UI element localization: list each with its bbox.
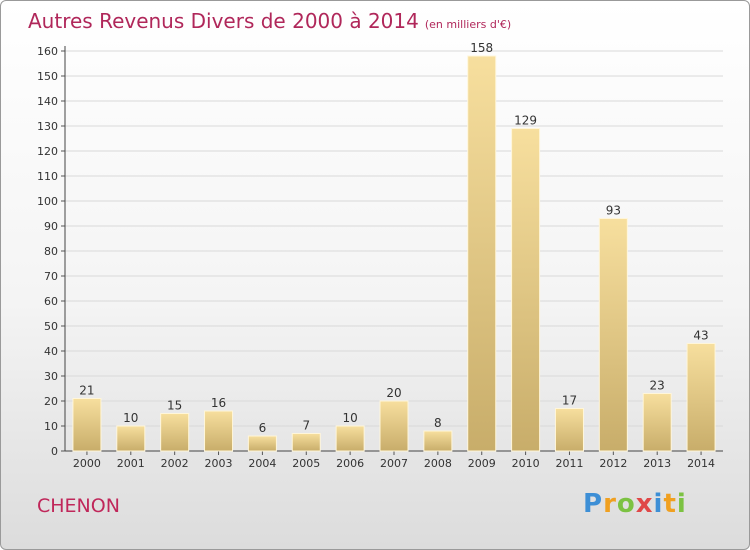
x-tick-label: 2002 (161, 457, 189, 470)
bar (511, 128, 541, 452)
bar-value-label: 158 (470, 41, 493, 55)
chart-title-text: Autres Revenus Divers de 2000 à 2014 (28, 9, 419, 33)
y-tick-label: 20 (44, 395, 58, 408)
bar (379, 400, 409, 452)
logo-letter: o (616, 489, 636, 519)
axes: 0 10 20 30 40 50 60 70 80 90 100 110 120 130 140 150 160… (37, 45, 723, 470)
y-tick-label: 80 (44, 245, 58, 258)
bar (598, 218, 628, 452)
bar-value-label: 8 (434, 416, 442, 430)
bar-value-label: 129 (514, 114, 537, 128)
bar-value-label: 10 (342, 411, 357, 425)
bar-value-label: 15 (167, 399, 182, 413)
bar-value-label: 16 (211, 396, 226, 410)
y-tick-label: 120 (37, 145, 58, 158)
x-tick-label: 2004 (248, 457, 276, 470)
y-tick-label: 100 (37, 195, 58, 208)
bar (204, 410, 234, 452)
bar-value-label: 7 (302, 419, 310, 433)
x-tick-label: 2006 (336, 457, 364, 470)
y-tick-label: 60 (44, 295, 58, 308)
y-tick-label: 110 (37, 170, 58, 183)
logo-letter: i (676, 489, 687, 519)
chart-title: Autres Revenus Divers de 2000 à 2014 (en … (28, 9, 511, 33)
x-tick-label: 2010 (512, 457, 540, 470)
bar (160, 413, 190, 452)
x-tick-label: 2014 (687, 457, 715, 470)
x-tick-label: 2008 (424, 457, 452, 470)
x-tick-label: 2003 (205, 457, 233, 470)
bar (686, 343, 716, 452)
bar-value-label: 17 (562, 394, 577, 408)
bar-value-label: 93 (606, 204, 621, 218)
bar (116, 425, 146, 452)
bar (291, 433, 321, 452)
x-tick-label: 2009 (468, 457, 496, 470)
x-tick-label: 2000 (73, 457, 101, 470)
x-tick-label: 2011 (555, 457, 583, 470)
y-tick-label: 90 (44, 220, 58, 233)
bar (554, 408, 584, 452)
y-tick-label: 130 (37, 120, 58, 133)
bar (247, 435, 277, 452)
proxiti-logo: Proxiti (583, 489, 687, 519)
y-tick-label: 0 (51, 445, 58, 458)
bar (423, 430, 453, 452)
logo-letter: x (635, 489, 654, 519)
bar-value-label: 23 (650, 379, 665, 393)
logo-letter: r (603, 489, 617, 519)
y-tick-label: 150 (37, 70, 58, 83)
x-tick-label: 2012 (599, 457, 627, 470)
bar-value-label: 20 (386, 386, 401, 400)
x-tick-label: 2007 (380, 457, 408, 470)
bar (642, 393, 672, 452)
chart-unit-label: (en milliers d'€) (424, 18, 512, 31)
bar-value-label: 21 (79, 384, 94, 398)
logo-letter: i (653, 489, 664, 519)
x-tick-label: 2001 (117, 457, 145, 470)
bar-value-label: 43 (693, 329, 708, 343)
y-tick-label: 40 (44, 345, 58, 358)
place-name: CHENON (37, 495, 120, 517)
bar (467, 55, 497, 452)
x-tick-label: 2013 (643, 457, 671, 470)
y-tick-label: 160 (37, 45, 58, 58)
logo-letter: t (663, 489, 677, 519)
x-tick-label: 2005 (292, 457, 320, 470)
y-tick-label: 10 (44, 420, 58, 433)
bar (335, 425, 365, 452)
bar-value-label: 10 (123, 411, 138, 425)
y-tick-label: 70 (44, 270, 58, 283)
data-labels: 21 10 15 16 6 7 10 20 8 158 129 17 93 23 43 (79, 41, 708, 435)
logo-letter: P (583, 489, 604, 519)
y-tick-label: 140 (37, 95, 58, 108)
y-tick-label: 50 (44, 320, 58, 333)
bar (72, 398, 102, 452)
y-tick-label: 30 (44, 370, 58, 383)
bars (72, 55, 716, 452)
bar-value-label: 6 (259, 421, 267, 435)
